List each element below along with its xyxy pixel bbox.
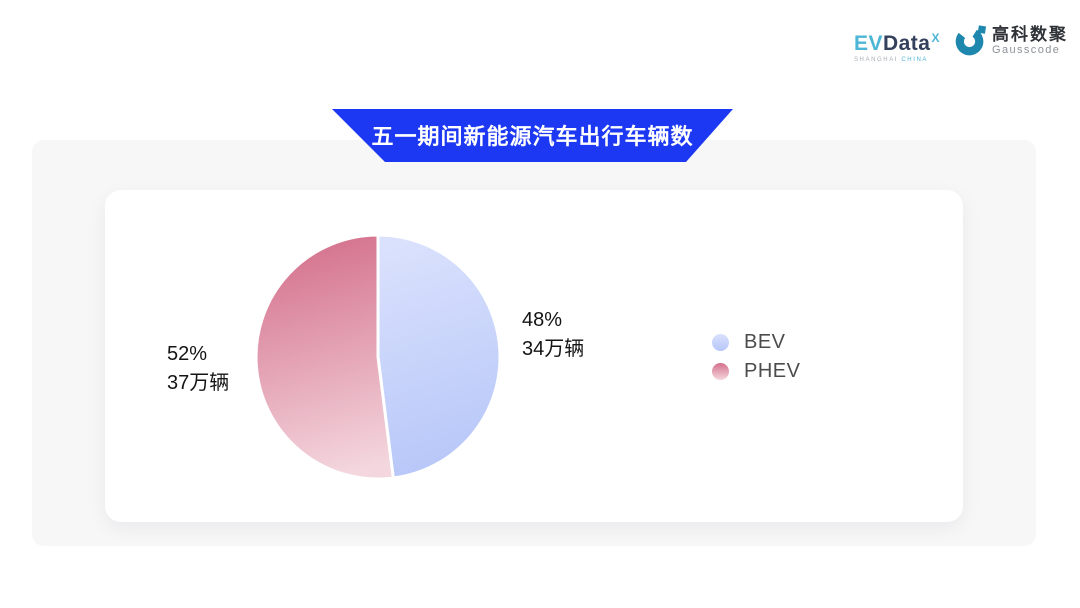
evdata-ev-text: EV — [853, 32, 883, 55]
phev-percent: 52% — [167, 343, 208, 365]
bev-value: 34万辆 — [522, 338, 585, 360]
title-banner: 五一期间新能源汽车出行车辆数 — [332, 109, 733, 162]
legend-item-bev[interactable]: BEV — [712, 330, 800, 355]
evdata-wordmark: EVDataX — [854, 27, 940, 55]
pie-chart-card: 48% 34万辆 52% 37万辆 BEV PHEV — [105, 190, 963, 522]
gausscode-g-icon — [955, 25, 987, 56]
gausscode-text: 高科数聚 Gausscode — [992, 25, 1068, 57]
phev-slice-label: 52% 37万辆 — [167, 340, 229, 398]
evdata-x-icon: X — [931, 31, 940, 45]
pie-slice-phev[interactable] — [254, 233, 395, 481]
page-title: 五一期间新能源汽车出行车辆数 — [371, 123, 694, 149]
bev-legend-dot-icon — [712, 334, 729, 351]
gausscode-logo: 高科数聚 Gausscode — [954, 24, 1068, 57]
bev-legend-label: BEV — [744, 331, 786, 353]
evdata-logo: EVDataX SHANGHAI CHINA — [854, 24, 940, 63]
gausscode-name-cn: 高科数聚 — [992, 24, 1068, 44]
bev-slice-label: 48% 34万辆 — [522, 306, 584, 364]
phev-value: 37万辆 — [167, 372, 230, 394]
evdata-data-text: Data — [882, 32, 931, 55]
evdata-tagline-right: CHINA — [901, 57, 929, 63]
phev-legend-dot-icon — [712, 363, 729, 380]
phev-legend-label: PHEV — [744, 360, 801, 382]
legend-item-phev[interactable]: PHEV — [712, 359, 800, 384]
header-logos: EVDataX SHANGHAI CHINA 高科数聚 Gausscode — [854, 24, 1068, 64]
gausscode-name-en: Gausscode — [992, 43, 1061, 56]
pie-slice-bev[interactable] — [376, 233, 502, 480]
pie-chart — [254, 233, 502, 481]
bev-percent: 48% — [522, 309, 563, 331]
chart-legend: BEV PHEV — [712, 330, 800, 384]
evdata-tagline-left: SHANGHAI — [853, 57, 899, 63]
evdata-tagline: SHANGHAI CHINA — [854, 57, 940, 63]
